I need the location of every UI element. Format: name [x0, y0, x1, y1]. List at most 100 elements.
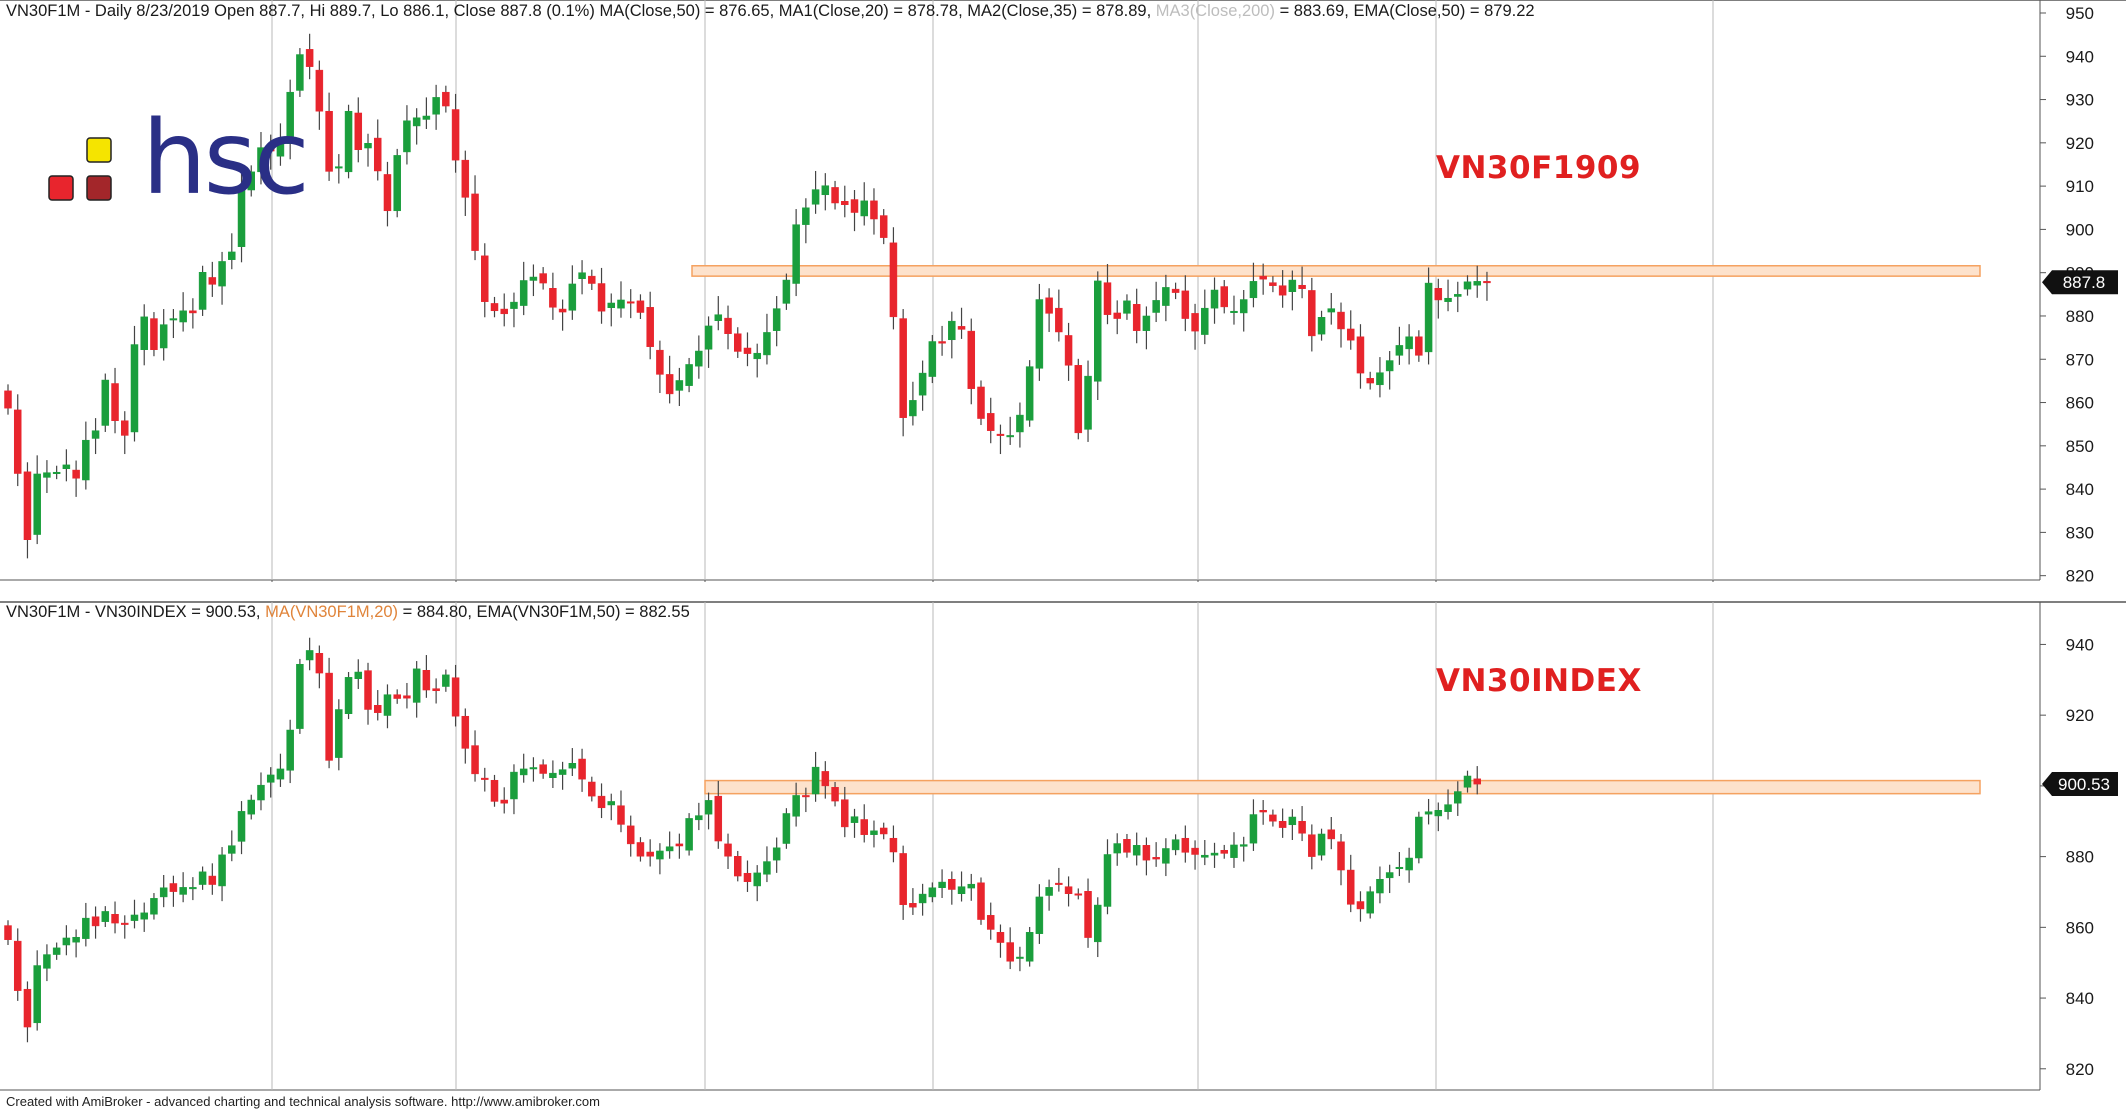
candle-body	[43, 472, 51, 478]
candle	[442, 85, 450, 113]
candle	[734, 850, 742, 882]
candle	[1424, 267, 1433, 365]
candle-body	[724, 843, 732, 857]
candle-body	[539, 764, 547, 774]
candle	[948, 311, 956, 359]
candle	[383, 161, 392, 227]
candle-body	[1376, 372, 1384, 386]
candle-body	[977, 882, 985, 920]
candle-body	[1249, 814, 1258, 844]
candle	[1006, 416, 1014, 445]
candle	[257, 772, 265, 811]
y-tick-label: 930	[2066, 91, 2094, 110]
candle	[928, 335, 937, 384]
candle-body	[1210, 852, 1219, 856]
candle-body	[889, 242, 898, 318]
candle-body	[1220, 849, 1228, 854]
candle	[23, 462, 32, 559]
candle	[403, 682, 411, 709]
candle-body	[62, 937, 71, 946]
candle-body	[237, 186, 246, 247]
candle-body	[967, 883, 976, 889]
candle	[198, 265, 207, 316]
candle	[753, 343, 761, 378]
candle	[208, 863, 217, 895]
candle-body	[578, 272, 586, 279]
candle-body	[831, 187, 839, 204]
candle	[1084, 360, 1092, 442]
candle-body	[1444, 804, 1452, 812]
candle	[451, 664, 460, 727]
candle	[841, 185, 849, 218]
candle-body	[23, 988, 32, 1028]
candle-body	[315, 69, 324, 112]
candle	[704, 316, 713, 368]
candle-body	[82, 917, 90, 939]
candle	[276, 123, 285, 166]
candle-body	[1239, 299, 1248, 314]
last-price-badge-bg	[2042, 772, 2118, 797]
candle	[1210, 842, 1219, 868]
candle	[1308, 277, 1316, 352]
candle	[802, 787, 810, 813]
candle-body	[675, 843, 684, 847]
candle	[1346, 310, 1355, 350]
candle	[510, 764, 518, 815]
candle-body	[996, 932, 1005, 943]
candle	[909, 381, 917, 426]
candle-body	[1327, 308, 1336, 313]
candle-body	[821, 771, 830, 787]
candle-body	[685, 364, 693, 386]
candle-body	[189, 310, 197, 314]
candle-body	[43, 954, 51, 969]
candle-body	[1424, 811, 1433, 815]
candle	[860, 804, 868, 843]
candle	[918, 883, 927, 916]
candle-body	[568, 763, 577, 769]
candle-body	[1424, 282, 1433, 353]
candle	[626, 815, 635, 857]
candle	[724, 305, 732, 350]
candle-body	[335, 166, 343, 169]
candle-body	[1346, 328, 1355, 341]
y-tick-label: 820	[2066, 567, 2094, 582]
y-tick-label: 900	[2066, 220, 2094, 239]
candle-body	[938, 881, 946, 888]
candle	[763, 313, 771, 365]
candle-body	[52, 471, 61, 474]
candle-body	[772, 308, 781, 331]
candle-body	[704, 325, 713, 350]
candle-body	[918, 893, 927, 904]
candle-body	[1230, 310, 1238, 313]
candle	[1025, 360, 1034, 427]
candle-body	[198, 272, 207, 310]
candle	[510, 292, 518, 328]
candle	[1035, 283, 1044, 381]
candle	[1346, 854, 1355, 913]
candle	[1376, 357, 1384, 398]
candle-body	[879, 215, 888, 238]
candle-body	[802, 207, 810, 225]
candle	[1385, 351, 1394, 390]
candle-body	[1454, 791, 1462, 804]
candle-body	[335, 709, 343, 758]
last-price-badge-bg	[2042, 270, 2118, 295]
candle	[432, 84, 440, 130]
candle	[403, 105, 411, 165]
candle	[763, 846, 771, 883]
candle-body	[1103, 854, 1112, 907]
candle	[1113, 833, 1121, 866]
candle-body	[1025, 932, 1034, 962]
candle	[743, 860, 752, 892]
candle-body	[1463, 775, 1472, 788]
candle	[471, 175, 479, 261]
candle-body	[490, 303, 499, 312]
candle-body	[1385, 872, 1394, 879]
candle-body	[1171, 839, 1180, 851]
candle	[1405, 847, 1413, 883]
candle-body	[948, 878, 956, 890]
candle-body	[811, 766, 820, 795]
candle	[558, 299, 567, 331]
candle-body	[442, 91, 450, 107]
candle	[52, 465, 61, 480]
